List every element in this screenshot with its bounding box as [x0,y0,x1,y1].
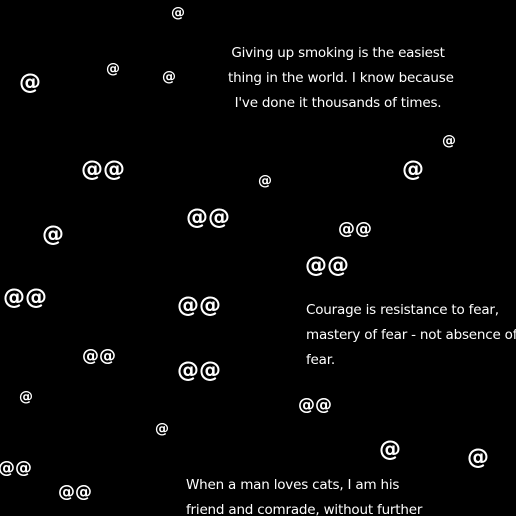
at-symbol-double: @@ [298,395,332,415]
at-symbol: @ [379,437,401,462]
quote-smoking: Giving up smoking is the easiest thing i… [228,45,454,111]
at-symbol-double: @@ [177,358,221,383]
at-symbol-double: @@ [82,346,116,366]
at-symbol: @ [162,69,176,85]
at-symbol: @ [171,5,185,21]
at-symbol-double: @@ [338,219,372,239]
at-symbol-double: @@ [177,293,221,318]
at-symbol: @ [106,61,120,77]
at-symbol: @ [42,222,64,247]
at-symbol: @ [402,157,424,182]
at-symbol: @ [258,173,272,189]
quote-cats: When a man loves cats, I am his friend a… [186,477,423,516]
at-symbol: @ [155,421,169,437]
at-symbol: @ [19,70,41,95]
at-symbol-double: @@ [0,458,32,478]
at-symbol-double: @@ [186,205,230,230]
at-symbol-double: @@ [305,253,349,278]
at-symbol: @ [442,133,456,149]
at-symbol: @ [467,445,489,470]
at-symbol-double: @@ [3,285,47,310]
at-symbol-double: @@ [58,482,92,502]
quote-courage: Courage is resistance to fear, mastery o… [306,302,516,368]
at-symbol: @ [19,389,33,405]
at-symbol-double: @@ [81,157,125,182]
